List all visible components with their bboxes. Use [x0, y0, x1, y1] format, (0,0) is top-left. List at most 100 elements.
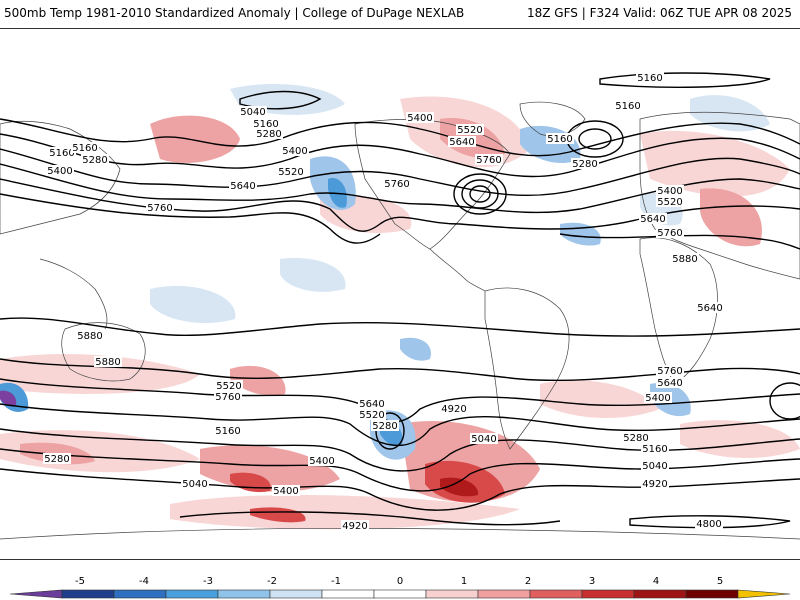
contour-label: 5640	[696, 302, 724, 314]
map-panel[interactable]: 5160 5040 5160 5280 5160 5280 5400 5400 5520 5640…	[0, 28, 800, 560]
contour-label-text: 5520	[657, 197, 682, 208]
contour-label-text: 5520	[359, 410, 384, 421]
contour-label: 5160	[546, 133, 574, 145]
contour-label: 5760	[146, 202, 174, 214]
contour-label: 5400	[272, 485, 300, 497]
contour-label: 5040	[641, 460, 669, 472]
contour-label-text: 4920	[642, 479, 667, 490]
contour-label: 5280	[371, 420, 399, 432]
contour-label-text: 5400	[47, 166, 72, 177]
contour-label-text: 5280	[44, 454, 69, 465]
contour-label: 5880	[671, 253, 699, 265]
contour-label: 5520	[215, 380, 243, 392]
warm-anomaly-region	[150, 115, 240, 163]
contour-label-text: 5160	[615, 101, 640, 112]
contour-label: 5880	[76, 330, 104, 342]
contour-label: 5520	[456, 124, 484, 136]
contour-label-text: 5880	[672, 254, 697, 265]
colorbar-tick-label: 1	[461, 576, 467, 587]
contour-label: 5400	[308, 455, 336, 467]
coastline-eurasia	[639, 111, 800, 280]
contour-label-text: 5160	[72, 143, 97, 154]
contour-label: 5160	[214, 425, 242, 437]
contour-label: 4920	[341, 520, 369, 532]
contour-label-text: 5160	[637, 73, 662, 84]
contour-label-text: 5400	[407, 113, 432, 124]
contour-label-text: 5040	[240, 107, 265, 118]
contour-label-text: 5280	[572, 159, 597, 170]
contour-label-text: 4920	[441, 404, 466, 415]
colorbar-tick-label: -4	[139, 576, 149, 587]
contour-closed-low	[453, 173, 507, 215]
contour-label: 5040	[181, 478, 209, 490]
coastline-antarctica	[0, 527, 800, 540]
contour-label: 5640	[358, 398, 386, 410]
contour-label: 5280	[571, 158, 599, 170]
contour-label: 5400	[281, 145, 309, 157]
contour-label-text: 5640	[697, 303, 722, 314]
colorbar-segment	[373, 589, 427, 599]
contour-closed-low	[578, 128, 612, 150]
colorbar-segment	[529, 589, 583, 599]
contour-label-text: 5160	[215, 426, 240, 437]
warm-anomaly-region	[680, 420, 800, 459]
warm-anomaly-region	[250, 507, 306, 523]
contour-label: 5160	[71, 142, 99, 154]
contour-label: 5400	[656, 185, 684, 197]
contour-label: 5160	[641, 443, 669, 455]
contour-label-text: 5760	[657, 366, 682, 377]
colorbar-segment	[61, 589, 115, 599]
colorbar-tick-label: 3	[589, 576, 595, 587]
contour-label-text: 5280	[623, 433, 648, 444]
contour-line	[0, 317, 800, 337]
contour-line	[559, 233, 800, 250]
contour-label: 5640	[229, 180, 257, 192]
colorbar-tick-label: 0	[397, 576, 403, 587]
cold-anomaly-region	[400, 337, 431, 361]
contour-line	[0, 358, 800, 382]
map-title: 500mb Temp 1981-2010 Standardized Anomal…	[4, 6, 465, 20]
contour-label-text: 5520	[278, 167, 303, 178]
coastline-africa	[639, 237, 718, 385]
contour-label-text: 5160	[642, 444, 667, 455]
contour-label-text: 5040	[642, 461, 667, 472]
colorbar-tick-label: -3	[203, 576, 213, 587]
coastline-north-america	[354, 119, 511, 250]
contour-label: 5760	[214, 391, 242, 403]
contour-label-text: 5760	[215, 392, 240, 403]
contour-closed-low	[769, 382, 800, 420]
contour-label: 5040	[239, 106, 267, 118]
contour-label-text: 5400	[309, 456, 334, 467]
colorbar-segment	[165, 589, 219, 599]
contour-label: 5640	[656, 377, 684, 389]
contour-label: 5160	[252, 118, 280, 130]
model-run-info: 18Z GFS | F324 Valid: 06Z TUE APR 08 202…	[526, 6, 792, 20]
contour-label-text: 4920	[342, 521, 367, 532]
contour-label: 4800	[695, 518, 723, 530]
coastline-se-asia	[39, 258, 108, 330]
colorbar-segment	[633, 589, 687, 599]
contour-label: 5760	[656, 365, 684, 377]
cold-anomaly-region	[280, 258, 346, 292]
contour-label-text: 5400	[273, 486, 298, 497]
colorbar-segment	[581, 589, 635, 599]
warm-anomaly-region	[540, 380, 660, 419]
contour-label-text: 5760	[476, 155, 501, 166]
contour-label: 5280	[622, 432, 650, 444]
contour-label-text: 5640	[657, 378, 682, 389]
contour-label-text: 5760	[657, 228, 682, 239]
contour-label: 5400	[406, 112, 434, 124]
contour-line	[0, 148, 800, 197]
contour-label-text: 5280	[256, 129, 281, 140]
coastline-south-america	[484, 287, 570, 450]
colorbar-segment	[113, 589, 167, 599]
colorbar-segment	[269, 589, 323, 599]
contour-line	[179, 511, 561, 526]
contour-label: 5880	[94, 356, 122, 368]
contour-label-text: 5400	[645, 393, 670, 404]
contour-label: 5640	[448, 136, 476, 148]
contour-label-text: 5640	[640, 214, 665, 225]
colorbar-tick-label: -2	[267, 576, 277, 587]
contour-label-text: 5160	[253, 119, 278, 130]
contour-label: 5520	[277, 166, 305, 178]
